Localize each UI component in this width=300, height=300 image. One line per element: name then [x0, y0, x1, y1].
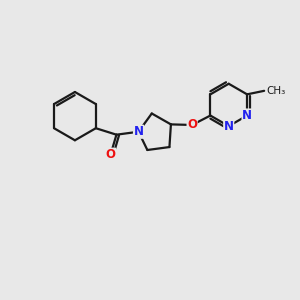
Text: N: N: [134, 125, 143, 138]
Text: N: N: [224, 120, 234, 133]
Text: N: N: [242, 109, 252, 122]
Text: O: O: [187, 118, 197, 131]
Text: CH₃: CH₃: [266, 86, 286, 96]
Text: O: O: [106, 148, 116, 161]
